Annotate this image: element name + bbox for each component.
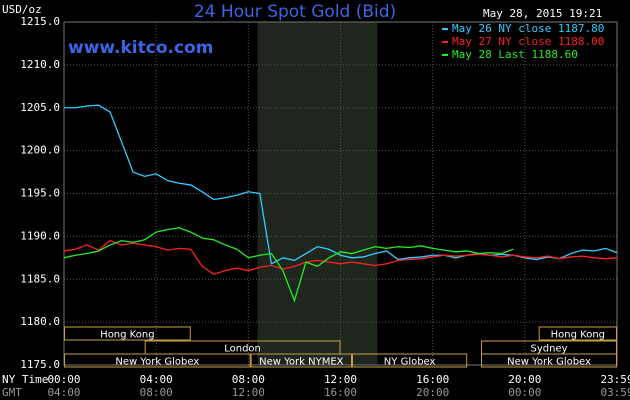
shaded-region — [257, 22, 378, 365]
session-label: Hong Kong — [551, 330, 605, 341]
gmt-tick-label: 00:00 — [508, 386, 541, 399]
chart-title: 24 Hour Spot Gold (Bid) — [194, 2, 396, 22]
gmt-tick-label: 16:00 — [324, 386, 357, 399]
y-axis-label: USD/oz — [2, 3, 42, 16]
price-line — [63, 227, 514, 303]
session-label: NY Globex — [384, 357, 436, 368]
watermark: www.kitco.com — [68, 38, 213, 58]
session-label: Sydney — [531, 344, 568, 355]
session-bar — [352, 353, 468, 368]
session-label: London — [224, 344, 261, 355]
y-tick-label: 1175.0 — [20, 358, 60, 371]
session-bar — [64, 353, 251, 368]
y-tick-label: 1185.0 — [20, 272, 60, 285]
y-tick-label: 1190.0 — [20, 229, 60, 242]
x-tick-label: 08:00 — [232, 373, 265, 386]
plot-frame — [63, 21, 618, 366]
row-label: GMT — [2, 386, 22, 399]
gmt-tick-label: 20:00 — [416, 386, 449, 399]
x-tick-label: 12:00 — [324, 373, 357, 386]
legend-label: May 27 NY close 1188.00 — [452, 35, 604, 48]
session-label: New York Globex — [115, 357, 199, 368]
gmt-tick-label: 12:00 — [232, 386, 265, 399]
y-tick-label: 1200.0 — [20, 144, 60, 157]
gmt-tick-label: 03:59 — [600, 386, 630, 399]
y-tick-label: 1215.0 — [20, 15, 60, 28]
row-label: NY Time — [2, 373, 48, 386]
gmt-tick-label: 04:00 — [47, 386, 80, 399]
y-tick-label: 1210.0 — [20, 58, 60, 71]
legend-label: May 26 NY close 1187.80 — [452, 22, 604, 35]
x-tick-label: 00:00 — [47, 373, 80, 386]
legend-label: May 28 Last 1188.60 — [452, 48, 578, 61]
session-bar — [250, 353, 353, 368]
session-label: Hong Kong — [100, 330, 154, 341]
y-tick-label: 1195.0 — [20, 187, 60, 200]
y-tick-label: 1205.0 — [20, 101, 60, 114]
session-label: New York NYMEX — [259, 357, 344, 368]
session-bar — [538, 326, 617, 341]
session-label: New York Globex — [507, 357, 591, 368]
gmt-tick-label: 08:00 — [140, 386, 173, 399]
session-bar — [481, 353, 617, 368]
session-bar — [64, 326, 191, 341]
timestamp: May 28, 2015 19:21 — [483, 7, 602, 20]
price-line — [63, 239, 618, 275]
y-tick-label: 1180.0 — [20, 315, 60, 328]
x-tick-label: 16:00 — [416, 373, 449, 386]
x-tick-label: 04:00 — [140, 373, 173, 386]
x-tick-label: 20:00 — [508, 373, 541, 386]
price-line — [64, 104, 618, 265]
x-tick-label: 23:59 — [600, 373, 630, 386]
plot-area — [63, 21, 618, 366]
